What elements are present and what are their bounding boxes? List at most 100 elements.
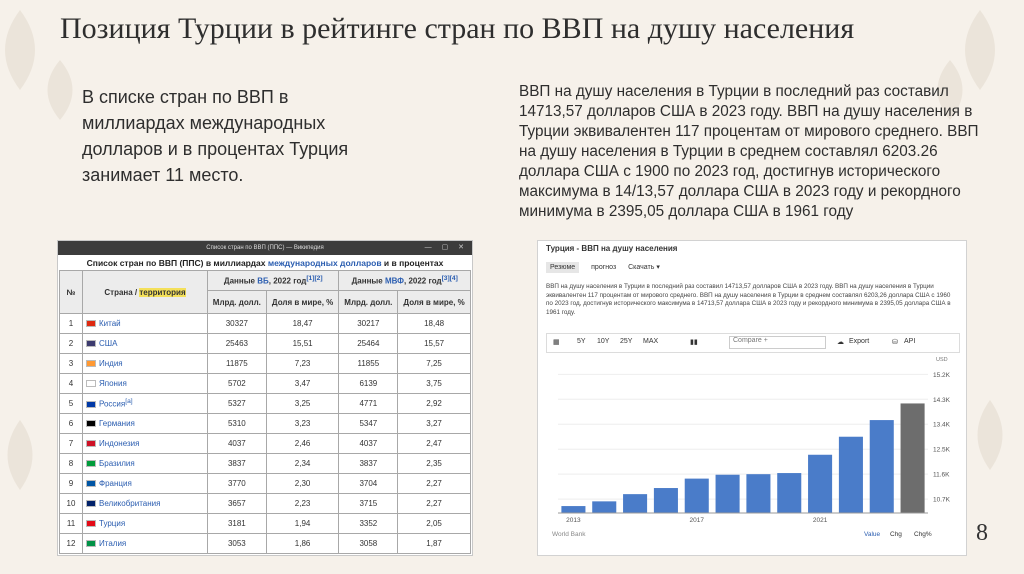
col-header-country[interactable]: Страна / территория (82, 270, 208, 314)
country-link[interactable]: Россия (99, 399, 126, 409)
range-10y-button[interactable]: 10Y (597, 338, 610, 345)
row-wb-value: 3837 (207, 453, 267, 474)
country-link[interactable]: Италия (99, 539, 127, 548)
api-button[interactable]: API (904, 338, 916, 345)
row-wb-share: 18,47 (265, 313, 340, 334)
row-country[interactable]: Франция (82, 473, 208, 494)
row-wb-value: 25463 (207, 333, 267, 354)
chart-bar[interactable] (561, 506, 586, 513)
chart-bar[interactable] (777, 473, 802, 513)
footer-chgpct-tab[interactable]: Chg% (914, 531, 932, 538)
chart-bar[interactable] (623, 494, 648, 513)
row-imf-share: 2,92 (397, 393, 471, 414)
country-link[interactable]: США (99, 339, 118, 348)
row-country[interactable]: Россия[a] (82, 393, 208, 414)
chart-toolbar: ▦ 5Y 10Y 25Y MAX ▮▮ Compare + ☁ Export ⛁… (546, 333, 960, 353)
col-header-imf-share[interactable]: Доля в мире, % (397, 290, 471, 314)
export-button[interactable]: Export (849, 338, 870, 345)
range-max-button[interactable]: MAX (643, 338, 659, 345)
flag-icon (86, 380, 96, 388)
tab-forecast[interactable]: прогноз (591, 264, 617, 271)
footer-value-tab[interactable]: Value (864, 531, 881, 538)
row-country[interactable]: Индонезия (82, 433, 208, 454)
tab-summary[interactable]: Резюме (546, 262, 580, 273)
chart-type-icon[interactable]: ▮▮ (690, 339, 698, 346)
row-imf-value: 3058 (338, 533, 399, 554)
row-rank: 10 (59, 493, 83, 514)
row-rank: 5 (59, 393, 83, 414)
right-paragraph: ВВП на душу населения в Турции в последн… (519, 83, 979, 220)
header-imf-text: Данные (351, 276, 385, 286)
gdp-table-body: 1 Китай 30327 18,47 30217 18,48 2 США 25463 15,51… (59, 313, 471, 554)
range-25y-button[interactable]: 25Y (620, 338, 633, 345)
country-link[interactable]: Великобритания (99, 499, 161, 508)
tab-download[interactable]: Скачать ▾ (628, 264, 660, 271)
country-link[interactable]: Франция (99, 479, 132, 488)
range-5y-button[interactable]: 5Y (577, 338, 586, 345)
caption-link[interactable]: международных долларов (267, 258, 382, 268)
row-imf-share: 7,25 (397, 353, 471, 374)
wiki-table-caption: Список стран по ВВП (ППС) в миллиардах м… (58, 255, 472, 270)
header-country-text: Страна / (104, 287, 140, 297)
imf-ref[interactable]: [3][4] (441, 275, 458, 283)
row-wb-value: 5702 (207, 373, 267, 394)
chart-card-tabs: Резюме прогноз Скачать ▾ (546, 262, 670, 273)
chart-bar[interactable] (838, 436, 863, 513)
row-rank: 12 (59, 533, 83, 554)
row-wb-share: 2,23 (265, 493, 340, 514)
row-wb-share: 3,47 (265, 373, 340, 394)
row-country[interactable]: Германия (82, 413, 208, 434)
col-header-num[interactable]: № (59, 270, 83, 314)
row-country[interactable]: Индия (82, 353, 208, 374)
row-country[interactable]: Италия (82, 533, 208, 554)
country-link[interactable]: Германия (99, 419, 135, 428)
chart-bar[interactable] (653, 488, 678, 513)
row-imf-share: 18,48 (397, 313, 471, 334)
country-link[interactable]: Индонезия (99, 439, 140, 448)
row-country[interactable]: Китай (82, 313, 208, 334)
chart-bar[interactable] (900, 403, 925, 513)
row-rank: 1 (59, 313, 83, 334)
wb-link[interactable]: ВБ (257, 276, 269, 286)
col-header-imf-mlrd[interactable]: Млрд. долл. (338, 290, 399, 314)
row-rank: 4 (59, 373, 83, 394)
col-header-wb-share[interactable]: Доля в мире, % (265, 290, 340, 314)
country-link[interactable]: Индия (99, 359, 123, 368)
col-header-wb-mlrd[interactable]: Млрд. долл. (207, 290, 267, 314)
chart-bar[interactable] (746, 474, 771, 513)
row-imf-share: 2,27 (397, 473, 471, 494)
row-wb-share: 15,51 (265, 333, 340, 354)
country-link[interactable]: Япония (99, 379, 127, 388)
wiki-table-screenshot: Список стран по ВВП (ППС) — Википедия — … (57, 240, 473, 556)
y-tick-label: 11.6K (933, 472, 950, 479)
footer-chg-tab[interactable]: Chg (890, 531, 902, 538)
country-link[interactable]: Китай (99, 319, 121, 328)
row-country[interactable]: Япония (82, 373, 208, 394)
row-rank: 6 (59, 413, 83, 434)
gdp-bar-chart: 10.7K 11.6K 12.5K 13.4K 14.3K 15.2K USD 2013 201… (558, 357, 951, 524)
calendar-icon[interactable]: ▦ (553, 339, 560, 346)
compare-input[interactable]: Compare + (729, 336, 826, 349)
window-controls-icon[interactable]: — ▢ ✕ (424, 244, 468, 251)
chart-bar[interactable] (869, 420, 894, 513)
row-country[interactable]: США (82, 333, 208, 354)
imf-link[interactable]: МВФ (384, 276, 405, 286)
row-country[interactable]: Бразилия (82, 453, 208, 474)
table-row: 8 Бразилия 3837 2,34 3837 2,35 (59, 453, 471, 474)
row-rank: 9 (59, 473, 83, 494)
country-link[interactable]: Бразилия (99, 459, 135, 468)
chart-bar[interactable] (684, 478, 709, 513)
row-imf-value: 5347 (338, 413, 399, 434)
chart-bar[interactable] (808, 454, 833, 513)
country-link[interactable]: Турция (99, 519, 126, 528)
database-icon[interactable]: ⛁ (892, 339, 898, 346)
wb-ref[interactable]: [1][2] (306, 275, 323, 283)
flag-icon (86, 340, 96, 348)
country-footnote[interactable]: [a] (125, 398, 133, 406)
cloud-download-icon[interactable]: ☁ (837, 339, 844, 346)
row-country[interactable]: Турция (82, 513, 208, 534)
row-country[interactable]: Великобритания (82, 493, 208, 514)
chart-bar[interactable] (592, 501, 617, 513)
chart-bar[interactable] (715, 474, 740, 513)
flag-icon (86, 401, 96, 409)
